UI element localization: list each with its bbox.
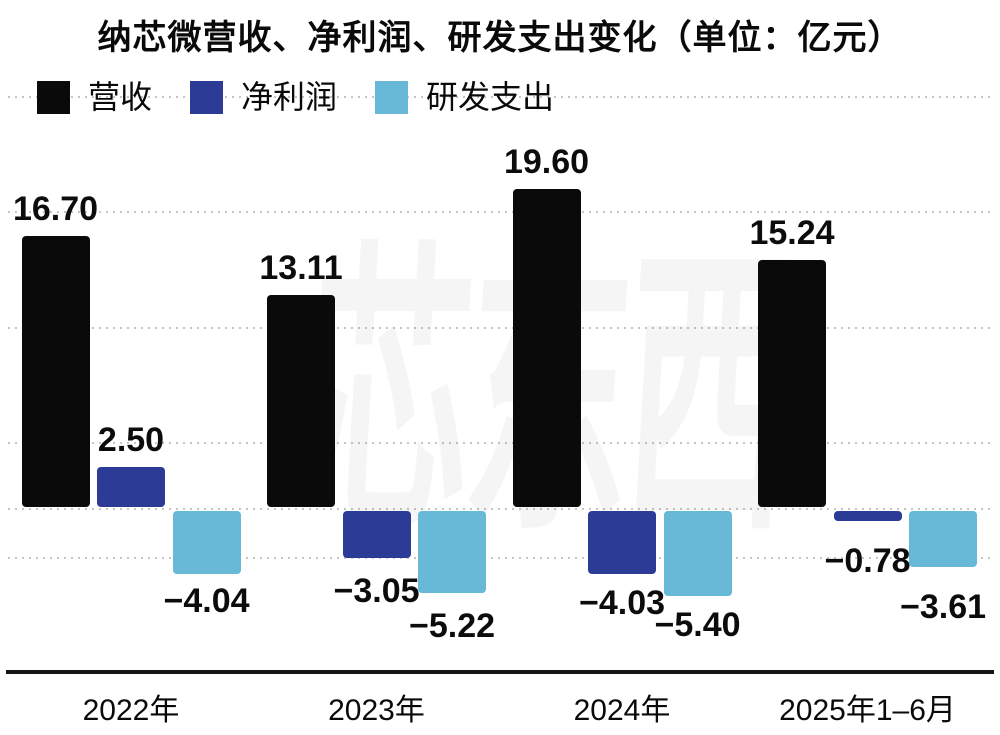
bar-revenue-2022年 (21, 236, 90, 507)
legend-label: 研发支出 (426, 79, 555, 115)
legend-swatch-revenue (37, 81, 70, 114)
bar-revenue-2023年 (267, 294, 335, 507)
bar-net-profit-2024年 (588, 511, 656, 574)
value-label-revenue-2024年: 19.60 (503, 142, 590, 181)
value-label-revenue-2025年1–6月: 15.24 (749, 213, 835, 252)
bar-rd-expense-2024年 (663, 511, 732, 596)
value-label-net-profit-2022年: 2.50 (97, 421, 165, 460)
legend-item-net-profit: 净利润 (190, 81, 337, 114)
bar-net-profit-2023年 (342, 511, 411, 558)
x-tick-2025年1–6月: 2025年1–6月 (779, 694, 956, 727)
bar-rd-expense-2023年 (418, 511, 486, 593)
zero-gridline (8, 508, 994, 510)
legend-label: 营收 (88, 79, 153, 115)
x-tick-2023年: 2023年 (328, 694, 425, 727)
bar-revenue-2025年1–6月 (758, 259, 826, 507)
value-label-revenue-2022年: 16.70 (12, 190, 99, 229)
value-label-net-profit-2023年: −3.05 (333, 571, 420, 610)
gridline (8, 211, 994, 213)
legend-swatch-net-profit (190, 81, 223, 114)
value-label-rd-expense-2022年: −4.04 (163, 581, 250, 620)
value-label-net-profit-2024年: −4.03 (578, 583, 666, 622)
legend-item-revenue: 营收 (37, 81, 152, 114)
legend-label: 净利润 (241, 79, 338, 115)
bar-net-profit-2022年 (97, 467, 165, 507)
gridline (8, 557, 994, 559)
value-label-rd-expense-2023年: −5.22 (408, 606, 496, 645)
value-label-revenue-2023年: 13.11 (259, 248, 343, 287)
bar-net-profit-2025年1–6月 (833, 511, 902, 521)
gridline (8, 327, 994, 329)
bar-rd-expense-2022年 (172, 511, 241, 574)
bar-rd-expense-2025年1–6月 (909, 511, 977, 567)
x-tick-2022年: 2022年 (82, 694, 180, 727)
value-label-rd-expense-2024年: −5.40 (654, 605, 741, 644)
bar-revenue-2024年 (512, 188, 581, 507)
x-axis-line (6, 670, 994, 674)
legend-item-rd-expense: 研发支出 (375, 81, 554, 114)
legend-swatch-rd-expense (375, 81, 408, 114)
chart-title: 纳芯微营收、净利润、研发支出变化（单位：亿元） (97, 19, 903, 57)
gridline (8, 96, 994, 98)
value-label-net-profit-2025年1–6月: −0.78 (824, 541, 911, 580)
value-label-rd-expense-2025年1–6月: −3.61 (899, 587, 987, 626)
gridline (8, 442, 994, 444)
x-tick-2024年: 2024年 (573, 694, 671, 727)
